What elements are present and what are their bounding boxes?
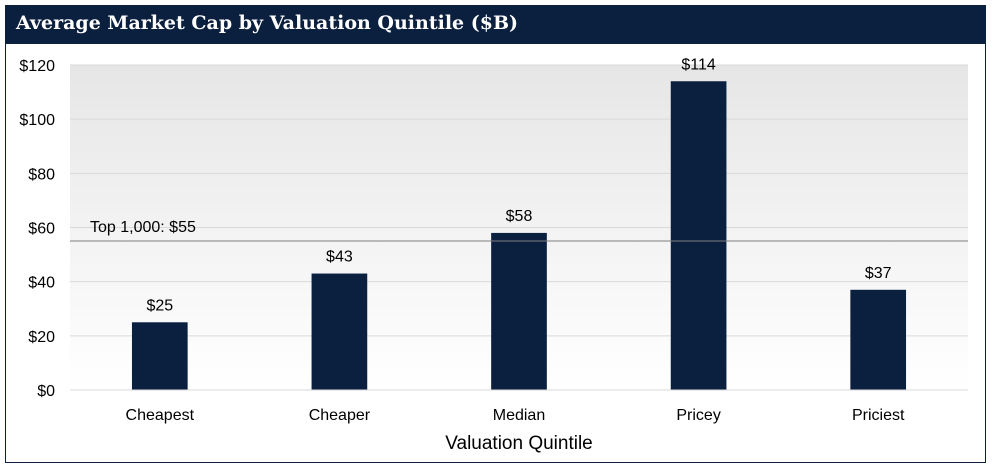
x-tick-label: Cheapest — [126, 407, 195, 424]
bar — [131, 322, 188, 390]
x-tick-label: Cheaper — [309, 407, 371, 424]
data-label: $37 — [865, 265, 892, 282]
y-tick-label: $120 — [19, 58, 55, 75]
x-tick-label: Priciest — [852, 407, 905, 424]
data-label: $114 — [681, 56, 716, 73]
reference-line-label: Top 1,000: $55 — [90, 219, 196, 236]
y-tick-label: $0 — [37, 383, 55, 400]
y-tick-label: $80 — [28, 166, 55, 183]
y-tick-label: $40 — [28, 275, 55, 292]
x-tick-label: Pricey — [676, 407, 720, 424]
x-axis-ticks: Cheapest Cheaper Median Pricey Priciest — [126, 407, 905, 424]
bar — [670, 81, 727, 390]
y-tick-label: $20 — [28, 329, 55, 346]
data-labels: $25 $43 $58 $114 $37 — [146, 56, 891, 314]
x-axis-title: Valuation Quintile — [445, 433, 593, 454]
title-bar: Average Market Cap by Valuation Quintile… — [6, 6, 985, 44]
chart-title: Average Market Cap by Valuation Quintile… — [16, 12, 518, 34]
y-tick-label: $100 — [19, 112, 55, 129]
y-tick-label: $60 — [28, 221, 55, 238]
bar — [311, 273, 368, 390]
data-label: $25 — [146, 297, 173, 314]
data-label: $58 — [506, 208, 533, 225]
bar — [491, 232, 547, 390]
y-axis-ticks: $0 $20 $40 $60 $80 $100 $120 — [19, 58, 55, 400]
bars — [131, 81, 907, 390]
bar — [850, 289, 907, 390]
x-tick-label: Median — [493, 407, 545, 424]
data-label: $43 — [326, 249, 353, 266]
